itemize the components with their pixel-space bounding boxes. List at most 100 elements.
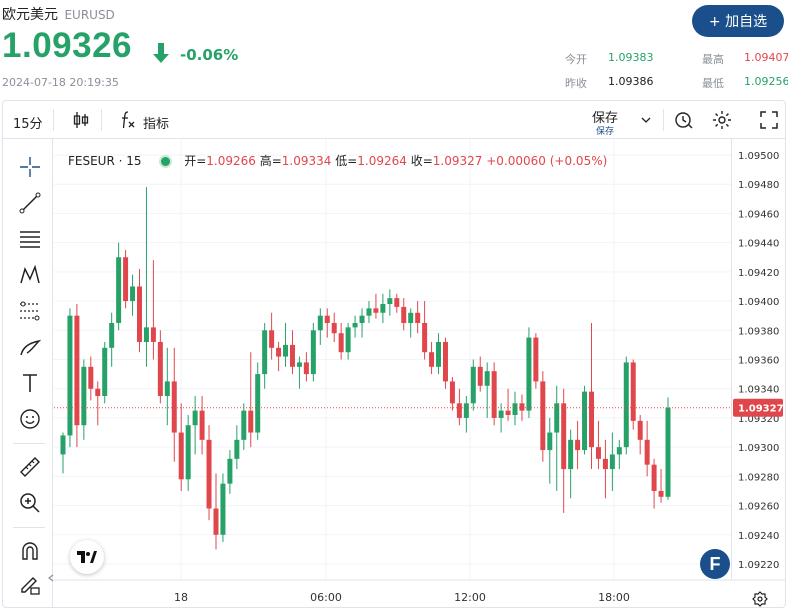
y-tick-label: 1.09240: [738, 531, 779, 542]
candle-body: [255, 374, 261, 433]
divider: [663, 109, 664, 131]
emoji-icon[interactable]: [15, 404, 45, 434]
candle-body: [81, 366, 87, 426]
candle-body: [575, 439, 581, 451]
candle-body: [484, 371, 490, 386]
candle-body: [338, 333, 344, 353]
prev-close-label: 昨收: [565, 77, 587, 90]
indicator-fx-icon[interactable]: [118, 110, 138, 130]
add-watchlist-button[interactable]: + 加自选: [692, 5, 784, 37]
candle-body: [317, 315, 323, 331]
chevron-down-icon[interactable]: [640, 114, 652, 126]
magnet-icon[interactable]: [15, 536, 45, 566]
down-arrow-icon: [153, 43, 169, 63]
instrument-name: 欧元美元: [2, 7, 58, 23]
zoom-in-icon[interactable]: [15, 488, 45, 518]
save-button[interactable]: 保存: [592, 111, 619, 126]
y-tick-label: 1.09420: [738, 268, 779, 279]
candle-body: [213, 508, 219, 535]
ruler-icon[interactable]: [15, 452, 45, 482]
divider: [13, 527, 45, 528]
legend-symbol: FESEUR · 15: [68, 154, 142, 168]
pattern-icon[interactable]: [15, 260, 45, 290]
y-tick-label: 1.09360: [738, 356, 779, 367]
candle-body: [310, 330, 316, 375]
timestamp: 2024-07-18 20:19:35: [2, 76, 119, 89]
candle-body: [422, 322, 428, 353]
candle-body: [449, 381, 455, 404]
alert-clock-icon[interactable]: [673, 109, 695, 131]
candle-body: [637, 420, 643, 440]
candle-body: [533, 337, 539, 382]
candle-body: [157, 341, 163, 397]
candle-body: [345, 327, 351, 353]
last-price-tag: [733, 398, 783, 417]
axis-settings-icon[interactable]: [751, 590, 769, 608]
candle-body: [498, 410, 504, 418]
y-tick-label: 1.09320: [738, 414, 779, 425]
f-badge-icon[interactable]: F: [700, 549, 730, 579]
candle-body: [130, 286, 136, 302]
text-icon[interactable]: [15, 368, 45, 398]
candle-body: [296, 362, 302, 367]
y-tick-label: 1.09260: [738, 502, 779, 513]
y-tick-label: 1.09340: [738, 385, 779, 396]
candle-body: [227, 458, 233, 484]
brush-icon[interactable]: [15, 332, 45, 362]
x-tick-label: 18:00: [598, 591, 630, 604]
candle-body: [74, 315, 80, 426]
settings-gear-icon[interactable]: [711, 109, 733, 131]
y-tick-label: 1.09500: [738, 151, 779, 162]
candle-type-icon[interactable]: [71, 110, 91, 130]
candle-body: [283, 344, 289, 357]
horizontal-lines-icon[interactable]: [15, 224, 45, 254]
candle-body: [651, 464, 657, 491]
tradingview-logo[interactable]: [70, 540, 104, 574]
candle-body: [595, 447, 601, 459]
instrument-symbol: EURUSD: [64, 8, 115, 22]
candle-body: [623, 362, 629, 448]
save-sublabel: 保存: [596, 127, 615, 137]
indicators-button[interactable]: 指标: [143, 117, 170, 132]
low-value: 1.09256: [744, 75, 788, 88]
prev-close-value: 1.09386: [608, 75, 654, 88]
candle-body: [394, 298, 400, 307]
candle-body: [415, 312, 421, 323]
candle-body: [262, 330, 268, 375]
x-tick-label: 12:00: [454, 591, 486, 604]
y-tick-label: 1.09460: [738, 209, 779, 220]
trend-line-icon[interactable]: [15, 188, 45, 218]
candle-body: [248, 410, 254, 433]
candle-body: [276, 347, 282, 357]
crosshair-icon[interactable]: [15, 152, 45, 182]
last-price: 1.09326: [2, 26, 133, 65]
price-axis[interactable]: [731, 139, 785, 579]
candle-body: [505, 410, 511, 416]
fib-icon[interactable]: [15, 296, 45, 326]
last-price-label: 1.09327: [738, 404, 784, 415]
candle-body: [554, 403, 560, 433]
legend-change: +0.00060 (+0.05%): [486, 154, 608, 168]
candle-body: [123, 257, 129, 302]
lock-pencil-icon[interactable]: [15, 570, 45, 600]
tv-logo-icon: [77, 551, 97, 563]
y-tick-label: 1.09400: [738, 297, 779, 308]
fullscreen-icon[interactable]: [759, 110, 779, 130]
candle-body: [171, 381, 177, 433]
x-tick-label: 06:00: [310, 591, 342, 604]
candle-body: [547, 432, 553, 451]
high-label: 最高: [702, 53, 724, 66]
candle-body: [561, 403, 567, 470]
candle-body: [102, 347, 108, 397]
candle-body: [324, 315, 330, 323]
y-tick-label: 1.09380: [738, 326, 779, 337]
collapse-toolbar-icon[interactable]: [46, 573, 56, 583]
candle-body: [463, 403, 469, 418]
candle-body: [88, 366, 94, 389]
candle-body: [526, 337, 532, 411]
legend-high-label: 高=: [259, 154, 282, 168]
candle-body: [109, 322, 115, 348]
interval-selector[interactable]: 15分: [13, 117, 43, 132]
candle-body: [456, 403, 462, 418]
